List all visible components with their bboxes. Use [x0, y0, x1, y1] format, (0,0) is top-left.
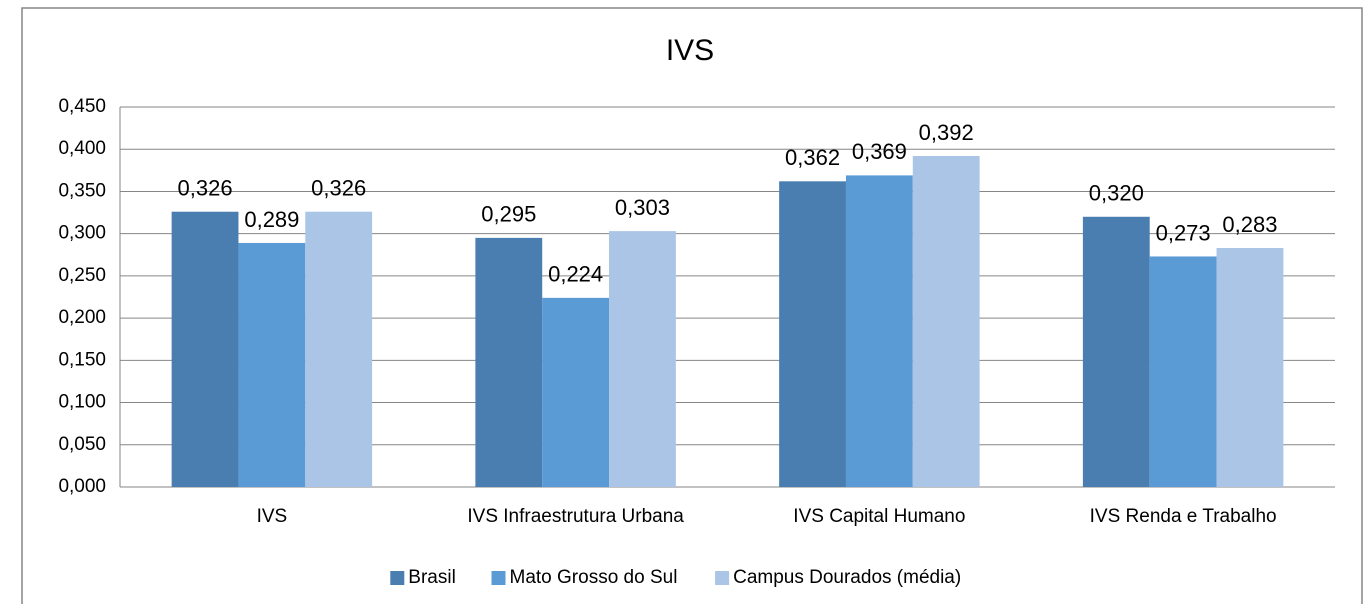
y-tick-label: 0,400 — [58, 138, 106, 159]
data-label: 0,320 — [1089, 181, 1144, 206]
y-tick-label: 0,450 — [58, 96, 106, 117]
legend-label: Brasil — [408, 567, 456, 588]
data-label: 0,289 — [244, 207, 299, 232]
y-tick-label: 0,200 — [58, 307, 106, 328]
data-label: 0,303 — [615, 195, 670, 220]
data-label: 0,273 — [1156, 220, 1211, 245]
data-label: 0,283 — [1222, 212, 1277, 237]
data-label: 0,369 — [852, 139, 907, 164]
bar — [912, 155, 980, 487]
y-tick-label: 0,350 — [58, 180, 106, 201]
data-label: 0,362 — [785, 145, 840, 170]
legend-swatch — [491, 571, 506, 585]
legend-swatch — [390, 571, 405, 585]
data-label: 0,224 — [548, 262, 603, 287]
y-tick-label: 0,100 — [58, 392, 106, 413]
y-tick-label: 0,050 — [58, 434, 106, 455]
x-tick-label: IVS Infraestrutura Urbana — [467, 506, 684, 527]
y-tick-label: 0,300 — [58, 223, 106, 244]
bar — [238, 242, 306, 487]
legend-label: Mato Grosso do Sul — [510, 567, 678, 588]
y-tick-label: 0,000 — [58, 476, 106, 497]
x-tick-label: IVS Capital Humano — [793, 506, 965, 527]
data-label: 0,392 — [919, 120, 974, 145]
legend-swatch — [715, 571, 730, 585]
bar — [845, 175, 913, 487]
legend-label: Campus Dourados (média) — [733, 567, 961, 588]
chart-frame — [21, 7, 1363, 604]
bar — [305, 211, 373, 487]
bar — [1082, 216, 1150, 487]
data-label: 0,295 — [481, 202, 536, 227]
x-tick-label: IVS Renda e Trabalho — [1090, 506, 1277, 527]
chart-title: IVS — [666, 34, 714, 67]
bar — [475, 237, 543, 487]
bar — [609, 231, 676, 487]
bar — [1149, 256, 1217, 487]
y-tick-label: 0,250 — [58, 265, 106, 286]
bar — [542, 297, 610, 487]
bar — [1216, 248, 1284, 487]
bar — [171, 211, 239, 487]
bar — [779, 181, 846, 488]
y-tick-label: 0,150 — [58, 349, 106, 370]
x-tick-label: IVS — [257, 506, 288, 527]
data-label: 0,326 — [178, 176, 233, 201]
data-label: 0,326 — [311, 176, 366, 201]
